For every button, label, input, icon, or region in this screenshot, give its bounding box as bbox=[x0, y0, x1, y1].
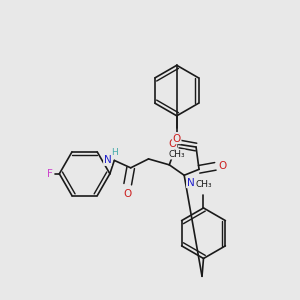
Text: H: H bbox=[111, 148, 118, 157]
Text: F: F bbox=[46, 169, 52, 179]
Text: O: O bbox=[169, 139, 177, 149]
Text: CH₃: CH₃ bbox=[168, 150, 185, 159]
Text: N: N bbox=[187, 178, 194, 188]
Text: O: O bbox=[172, 134, 181, 144]
Text: O: O bbox=[124, 189, 132, 199]
Text: N: N bbox=[173, 133, 181, 142]
Text: N: N bbox=[103, 155, 111, 165]
Text: O: O bbox=[218, 161, 226, 171]
Text: CH₃: CH₃ bbox=[195, 180, 212, 189]
